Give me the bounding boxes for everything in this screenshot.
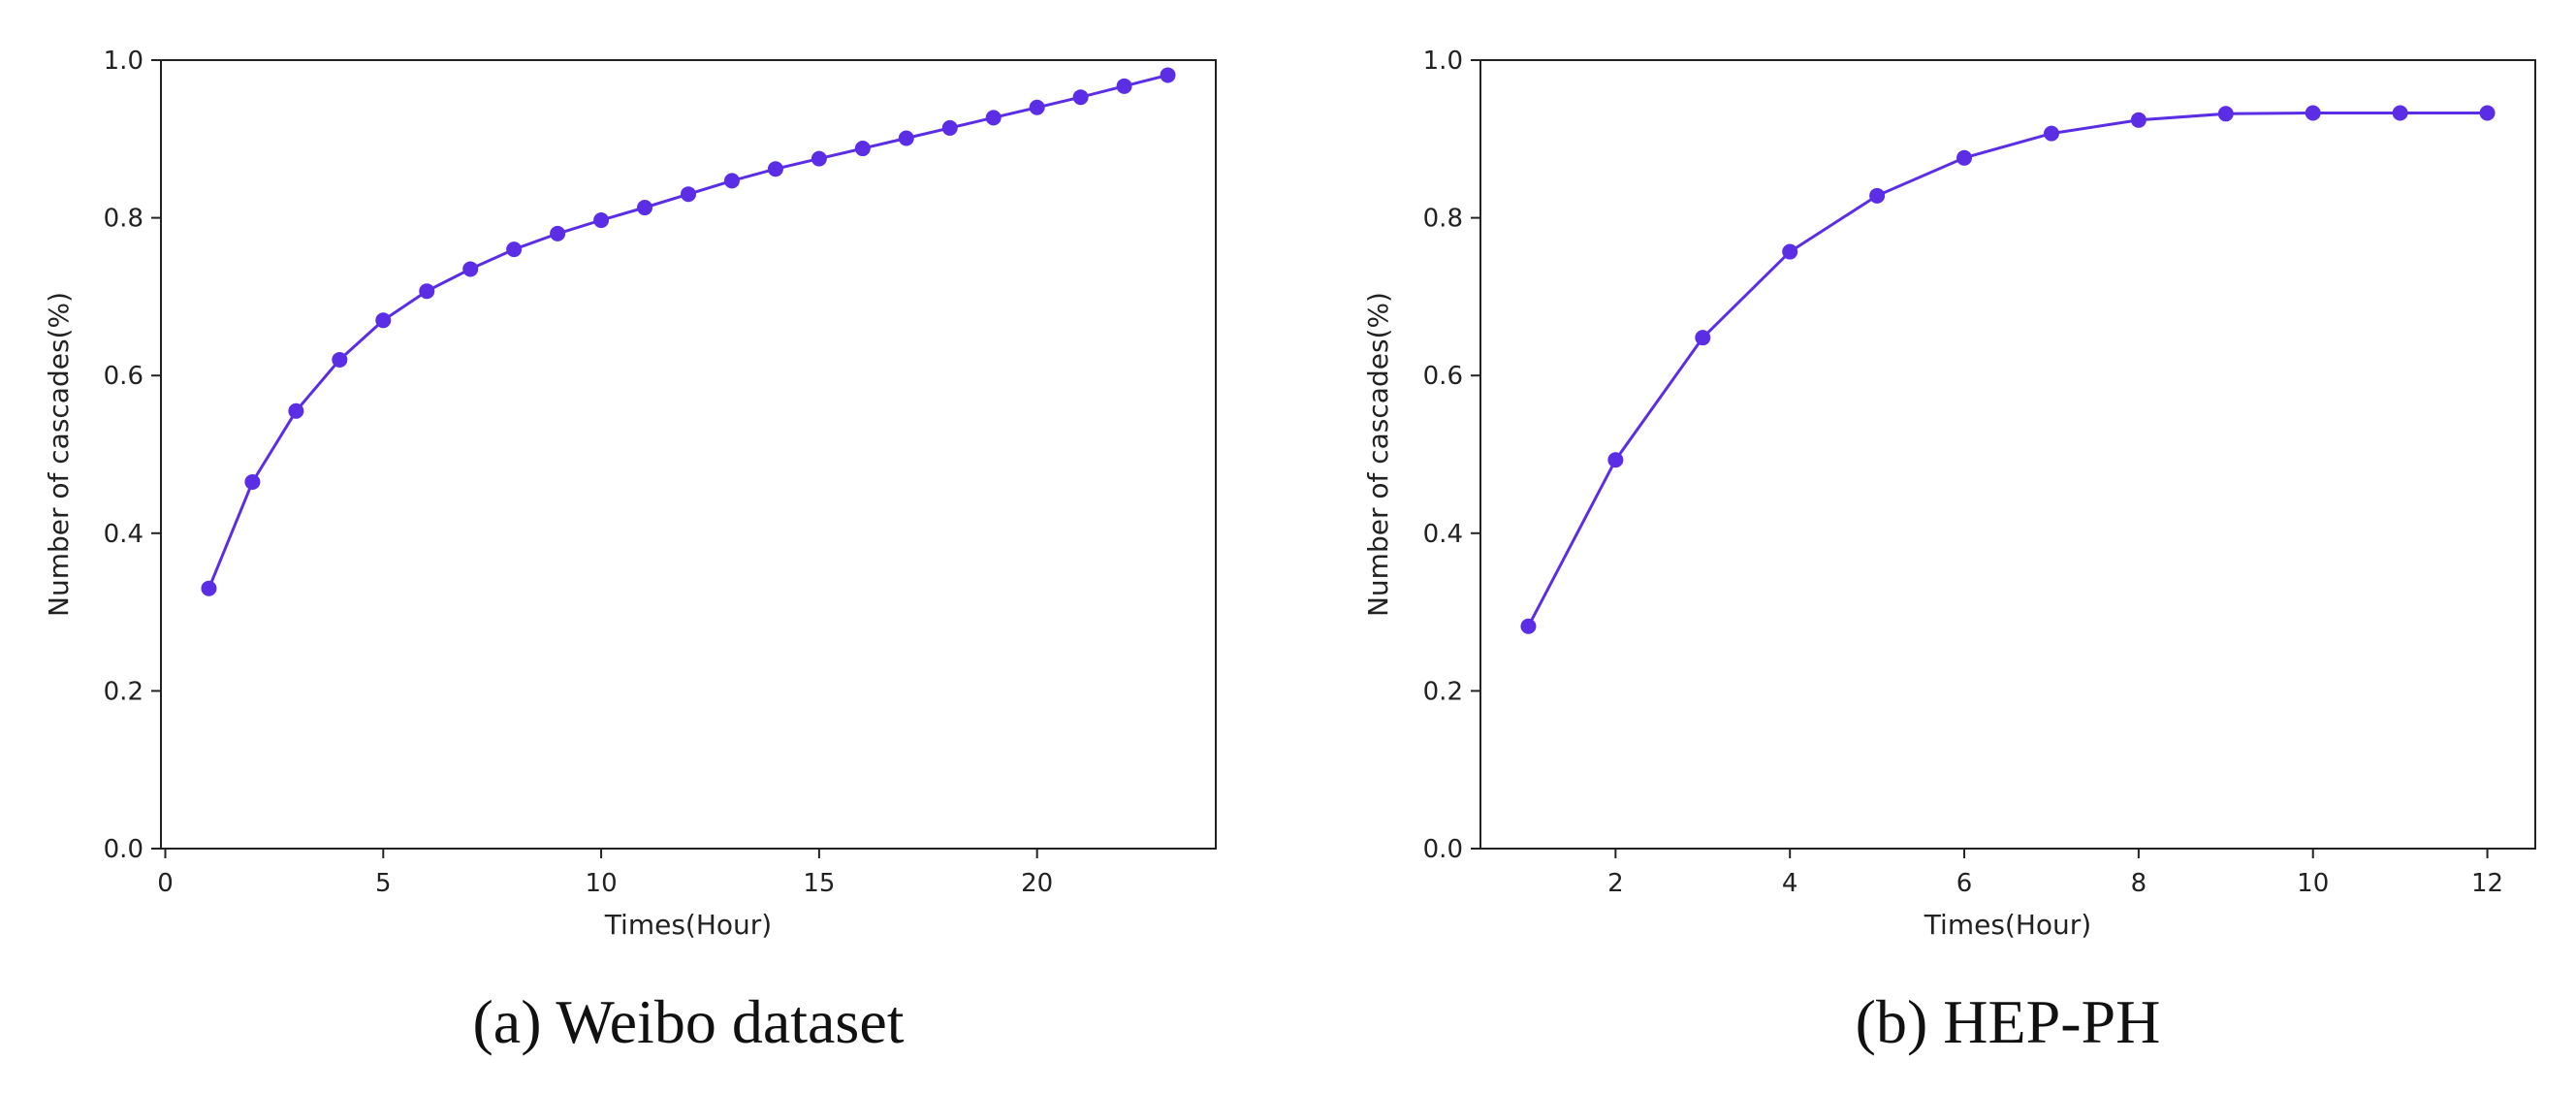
data-point: [2479, 105, 2496, 121]
data-point: [332, 351, 348, 368]
data-point: [723, 173, 740, 189]
y-tick-label: 0.8: [104, 205, 143, 234]
x-tick-label: 10: [586, 869, 618, 898]
y-tick-label: 1.0: [1423, 47, 1463, 76]
y-tick-label: 0.8: [1423, 205, 1463, 234]
panel-caption: (a) Weibo dataset: [472, 987, 904, 1056]
x-tick-label: 12: [2471, 869, 2503, 898]
data-point: [1607, 452, 1624, 468]
data-point: [811, 150, 827, 167]
data-point: [2130, 112, 2147, 128]
y-tick-label: 0.0: [104, 835, 143, 864]
x-tick-label: 10: [2297, 869, 2329, 898]
data-point: [637, 200, 653, 216]
y-tick-label: 0.4: [1423, 520, 1463, 549]
y-tick-label: 1.0: [104, 47, 143, 76]
data-point: [2043, 125, 2059, 142]
data-point: [1869, 187, 1886, 204]
x-tick-label: 4: [1782, 869, 1798, 898]
data-point: [681, 186, 696, 203]
y-tick-label: 0.2: [104, 677, 143, 706]
data-point: [1695, 330, 1711, 346]
data-point: [1956, 149, 1973, 166]
data-point: [985, 110, 1002, 126]
data-point: [375, 312, 392, 329]
x-tick-label: 5: [375, 869, 392, 898]
data-point: [941, 119, 958, 136]
data-point: [419, 283, 435, 300]
data-point: [244, 473, 261, 490]
x-tick-label: 8: [2131, 869, 2147, 898]
data-point: [1160, 67, 1176, 83]
data-point: [462, 261, 479, 277]
series-line: [207, 73, 1168, 590]
x-tick-label: 20: [1021, 869, 1053, 898]
y-axis-label: Number of cascades(%): [1362, 292, 1394, 617]
data-point: [593, 212, 610, 229]
y-tick-label: 0.0: [1423, 835, 1463, 864]
data-point: [1116, 78, 1132, 94]
x-tick-label: 6: [1956, 869, 1973, 898]
panel-caption: (b) HEP-PH: [1856, 987, 2161, 1056]
data-point: [1782, 243, 1798, 260]
y-axis-label: Number of cascades(%): [43, 292, 75, 617]
y-tick-label: 0.2: [1423, 677, 1463, 706]
x-tick-label: 2: [1607, 869, 1624, 898]
x-axis-label: Times(Hour): [1924, 909, 2091, 941]
chart-panel-weibo: 0.0 0.2 0.4 0.6 0.8 1.0 0 5 10 15 20 Times(Hour) Num…: [43, 47, 1217, 1056]
data-point: [1520, 618, 1537, 634]
data-point: [1029, 99, 1045, 115]
axes-frame: [1479, 59, 2536, 850]
data-point: [1072, 89, 1089, 106]
series-line: [1527, 112, 2488, 627]
axes-frame: [160, 59, 1217, 850]
data-point: [2305, 105, 2321, 121]
y-tick-label: 0.6: [1423, 362, 1463, 391]
x-tick-label: 0: [157, 869, 174, 898]
y-tick-label: 0.4: [104, 520, 143, 549]
x-tick-label: 15: [803, 869, 835, 898]
chart-panel-hep-ph: 0.0 0.2 0.4 0.6 0.8 1.0 2 4 6 8 10 12 Times(Hour) Num…: [1362, 47, 2536, 1056]
data-point: [767, 161, 783, 177]
data-point: [898, 130, 914, 146]
data-point: [288, 402, 304, 419]
data-point: [2392, 105, 2408, 121]
y-tick-label: 0.6: [104, 362, 143, 391]
data-point: [550, 225, 566, 241]
data-point: [506, 241, 523, 258]
data-point: [854, 141, 871, 157]
x-axis-label: Times(Hour): [604, 909, 772, 941]
data-point: [2217, 106, 2234, 122]
data-point: [201, 580, 217, 596]
